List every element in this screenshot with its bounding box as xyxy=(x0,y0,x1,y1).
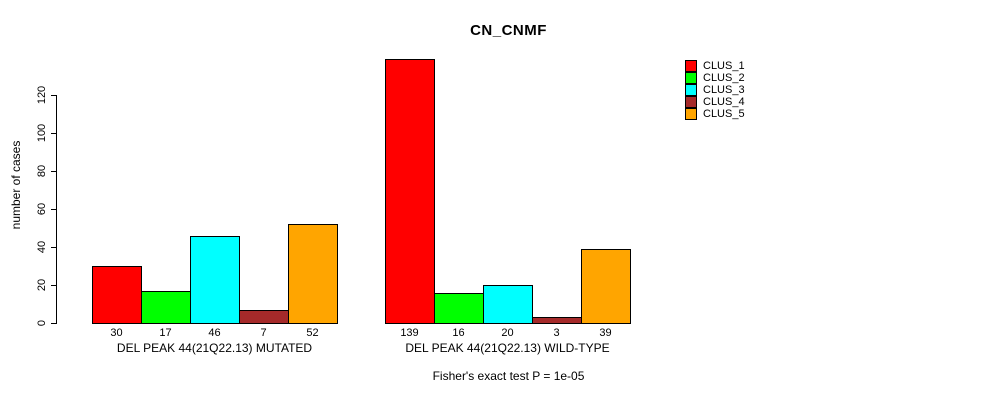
bar-value-label: 20 xyxy=(501,327,514,339)
bar-value-label: 17 xyxy=(159,327,172,339)
y-axis-tick-label: 80 xyxy=(36,164,48,178)
y-axis-tick xyxy=(51,133,56,134)
legend-label: CLUS_1 xyxy=(703,60,745,72)
bar-clus_4-group1 xyxy=(239,310,289,324)
legend-label: CLUS_3 xyxy=(703,84,745,96)
y-axis-tick xyxy=(51,247,56,248)
chart-title: CN_CNMF xyxy=(470,22,547,39)
y-axis-tick xyxy=(51,323,56,324)
legend-item-clus_5: CLUS_5 xyxy=(685,108,745,120)
bar-clus_2-group2 xyxy=(434,293,484,324)
y-axis-line xyxy=(56,95,57,324)
legend-label: CLUS_5 xyxy=(703,108,745,120)
group-label: DEL PEAK 44(21Q22.13) MUTATED xyxy=(116,341,313,355)
legend-swatch-icon xyxy=(685,96,697,108)
legend-swatch-icon xyxy=(685,60,697,72)
bar-value-label: 3 xyxy=(553,327,560,339)
y-axis-tick-label: 120 xyxy=(36,85,48,105)
fisher-test-annotation: Fisher's exact test P = 1e-05 xyxy=(432,369,585,383)
y-axis-tick-label: 0 xyxy=(36,319,48,327)
bar-clus_1-group2 xyxy=(385,59,435,324)
legend: CLUS_1 CLUS_2 CLUS_3 CLUS_4 CLUS_5 xyxy=(685,60,745,120)
legend-swatch-icon xyxy=(685,84,697,96)
legend-item-clus_2: CLUS_2 xyxy=(685,72,745,84)
bar-value-label: 16 xyxy=(452,327,465,339)
y-axis-tick-label: 40 xyxy=(36,240,48,254)
y-axis-label: number of cases xyxy=(9,140,23,230)
y-axis-tick-label: 20 xyxy=(36,278,48,292)
legend-label: CLUS_2 xyxy=(703,72,745,84)
bar-clus_3-group1 xyxy=(190,236,240,324)
y-axis-tick xyxy=(51,285,56,286)
legend-swatch-icon xyxy=(685,108,697,120)
legend-swatch-icon xyxy=(685,72,697,84)
bar-value-label: 46 xyxy=(208,327,221,339)
bar-value-label: 39 xyxy=(599,327,612,339)
bar-clus_1-group1 xyxy=(92,266,142,324)
bar-clus_2-group1 xyxy=(141,291,191,324)
legend-item-clus_3: CLUS_3 xyxy=(685,84,745,96)
bar-value-label: 30 xyxy=(110,327,123,339)
legend-item-clus_4: CLUS_4 xyxy=(685,96,745,108)
y-axis-tick-label: 60 xyxy=(36,202,48,216)
y-axis-tick-label: 100 xyxy=(36,123,48,143)
bar-clus_3-group2 xyxy=(483,285,533,324)
bar-clus_4-group2 xyxy=(532,317,582,324)
legend-item-clus_1: CLUS_1 xyxy=(685,60,745,72)
bar-value-label: 7 xyxy=(260,327,267,339)
y-axis-tick xyxy=(51,209,56,210)
bar-value-label: 139 xyxy=(400,327,419,339)
y-axis-tick xyxy=(51,171,56,172)
group-label: DEL PEAK 44(21Q22.13) WILD-TYPE xyxy=(405,341,610,355)
y-axis-tick xyxy=(51,95,56,96)
legend-label: CLUS_4 xyxy=(703,96,745,108)
bar-clus_5-group2 xyxy=(581,249,631,324)
bar-value-label: 52 xyxy=(306,327,319,339)
bar-clus_5-group1 xyxy=(288,224,338,324)
